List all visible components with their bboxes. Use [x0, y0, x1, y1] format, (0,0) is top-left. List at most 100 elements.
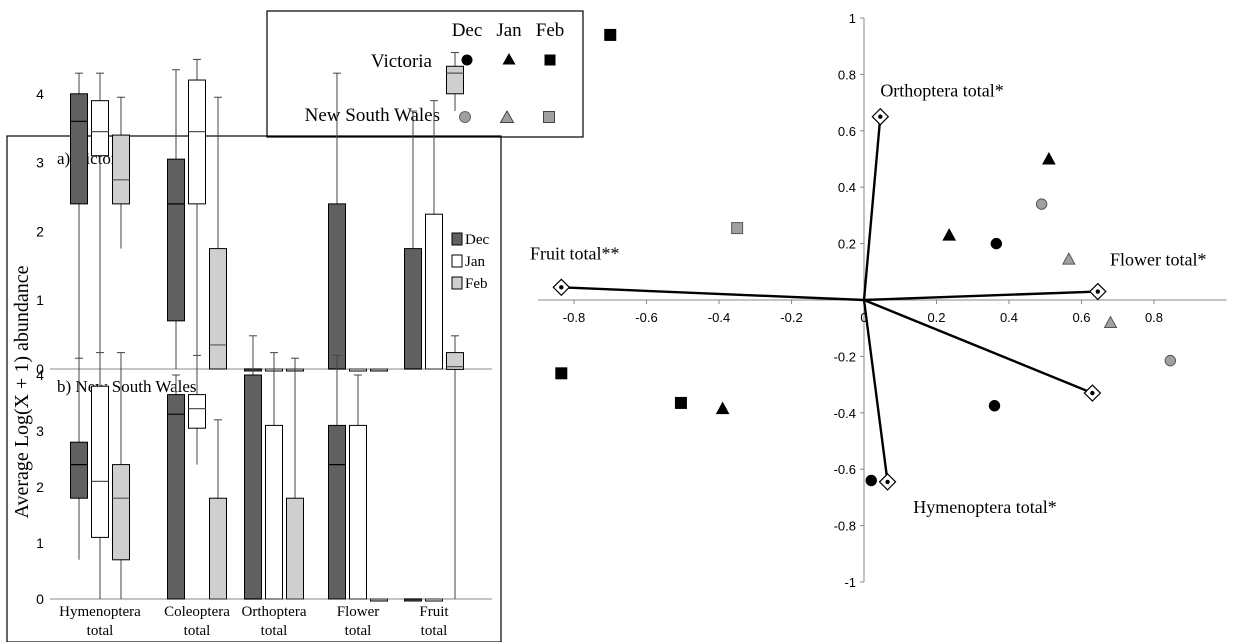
biplot-point-vic-jan	[942, 228, 957, 241]
legend-month-dec: Dec	[452, 20, 483, 41]
biplot-xtick-label: 0.2	[927, 310, 945, 325]
category-label: Fruit	[419, 604, 449, 620]
category-label: total	[261, 623, 288, 639]
biplot-xtick-label: 0.6	[1072, 310, 1090, 325]
category-label: total	[421, 623, 448, 639]
biplot-ytick-label: 1	[849, 11, 856, 26]
biplot-xtick-label: 0	[860, 310, 867, 325]
biplot-point-nsw-jan	[1103, 315, 1118, 329]
boxplot-panel: Average Log(X + 1) abundance a) Victoria…	[6, 52, 502, 642]
panel-b-box-dec	[244, 374, 262, 600]
biplot-point-vic-jan	[1042, 151, 1056, 165]
panel-a-box-feb	[209, 248, 227, 370]
boxplot-legend-swatch-feb	[451, 276, 463, 290]
category-label: Orthoptera	[242, 604, 307, 620]
panel-a-box-feb	[446, 65, 464, 95]
panel-b-ytick-label: 0	[36, 591, 44, 607]
biplot-xtick-label: -0.6	[635, 310, 657, 325]
biplot-point-vic-dec	[865, 474, 877, 487]
legend-month-feb: Feb	[536, 20, 565, 41]
shared-ylabel: Average Log(X + 1) abundance	[11, 265, 33, 518]
biplot-xtick-label: -0.2	[780, 310, 802, 325]
panel-b-box-dec	[167, 394, 185, 600]
panel-b-plot: 0 1 2 3 4	[36, 335, 492, 607]
panel-a-ytick-label: 0	[36, 361, 44, 377]
legend-marker-vic-jan	[502, 53, 516, 65]
biplot-point-vic-dec	[990, 237, 1003, 250]
category-label: total	[87, 623, 114, 639]
biplot-vector	[863, 290, 1098, 302]
panel-a-box-feb	[112, 134, 130, 205]
category-label: total	[345, 623, 372, 639]
biplot-vector-tip	[878, 114, 883, 119]
legend-row-nsw: New South Wales	[305, 105, 440, 126]
biplot-ytick-label: -0.2	[834, 349, 856, 364]
biplot-vector	[863, 298, 1093, 395]
biplot-point-vic-feb	[674, 396, 687, 409]
legend-row-victoria: Victoria	[371, 51, 433, 72]
category-label: Flower	[337, 604, 380, 620]
biplot-xtick-label: 0.8	[1145, 310, 1163, 325]
biplot-vector-tip	[1090, 390, 1095, 396]
legend-marker-nsw-dec	[459, 111, 471, 123]
panel-b-ytick-label: 4	[36, 367, 44, 383]
panel-b-box-dec	[70, 441, 88, 499]
biplot-vector-label: Hymenoptera total*	[913, 497, 1056, 517]
boxplot-legend-label-dec: Dec	[465, 232, 489, 248]
panel-a-ytick-label: 2	[36, 223, 44, 239]
panel-b-box-jan	[91, 385, 109, 538]
panel-a-plot: 0 1 2 3 4	[36, 52, 492, 377]
biplot-ytick-label: 0.8	[838, 67, 856, 82]
category-labels: Hymenoptera total Coleoptera total Orthopter…	[59, 604, 449, 639]
panel-a-ytick-label: 1	[36, 292, 44, 308]
category-label: Hymenoptera	[59, 604, 141, 620]
biplot-point-vic-dec	[988, 400, 1001, 412]
panel-a-box-jan	[425, 213, 443, 370]
legend-marker-vic-dec	[461, 54, 473, 66]
panel-b-box-jan	[265, 424, 283, 600]
panel-a-ytick-label: 4	[36, 86, 44, 102]
boxplot-legend-swatch-dec	[451, 232, 463, 246]
biplot-point-nsw-feb	[731, 222, 744, 235]
biplot-point-vic-feb	[555, 367, 568, 380]
biplot-ytick-label: -0.6	[834, 462, 856, 477]
panel-a-box-dec	[328, 203, 346, 370]
biplot-xtick-label: -0.8	[563, 310, 585, 325]
biplot-ytick-label: -0.8	[834, 519, 856, 534]
biplot-vector-label: Orthoptera total*	[880, 81, 1003, 101]
boxplot-frame	[6, 135, 502, 642]
biplot-ytick-label: -1	[844, 575, 856, 590]
biplot-ytick-label: 0.6	[838, 124, 856, 139]
legend-frame	[266, 10, 584, 138]
biplot-vector-tip	[885, 479, 890, 485]
panel-b-box-feb	[209, 497, 227, 600]
biplot-point-vic-feb	[604, 28, 617, 41]
legend-month-jan: Jan	[496, 20, 522, 41]
panel-b-box-feb	[286, 497, 304, 600]
panel-b-box-dec	[328, 424, 346, 600]
boxplot-legend: Dec Jan Feb	[451, 232, 489, 292]
boxplot-legend-label-feb: Feb	[465, 276, 488, 292]
boxplot-legend-label-jan: Jan	[465, 254, 485, 270]
legend-marker-nsw-feb	[543, 111, 555, 123]
biplot-ytick-label: 0.2	[838, 237, 856, 252]
biplot-point-vic-jan	[715, 401, 730, 415]
biplot-vector-label: Fruit total**	[530, 243, 620, 263]
biplot-point-nsw-dec	[1035, 198, 1048, 210]
biplot-vector	[862, 299, 889, 483]
boxplot-legend-swatch-jan	[451, 254, 463, 268]
legend-marker-vic-feb	[544, 54, 556, 66]
ordination-biplot: -0.8 -0.6 -0.4 -0.2 0 0.2 0.4 0.6 0.8 -1 -0.8 -0.6 -…	[530, 11, 1227, 590]
legend-marker-nsw-jan	[499, 109, 515, 123]
legend: Dec Jan Feb Victoria New South Wales	[266, 10, 584, 138]
panel-b-box-feb	[112, 464, 130, 561]
biplot-vector	[862, 116, 882, 301]
biplot-point-nsw-jan	[1061, 252, 1076, 265]
panel-b-box-jan	[349, 424, 367, 600]
category-label: Coleoptera	[164, 604, 230, 620]
panel-a-box-jan	[91, 100, 109, 157]
biplot-ytick-label: 0.4	[838, 180, 856, 195]
panel-a-box-dec	[167, 158, 185, 322]
panel-b-ytick-label: 1	[36, 535, 44, 551]
